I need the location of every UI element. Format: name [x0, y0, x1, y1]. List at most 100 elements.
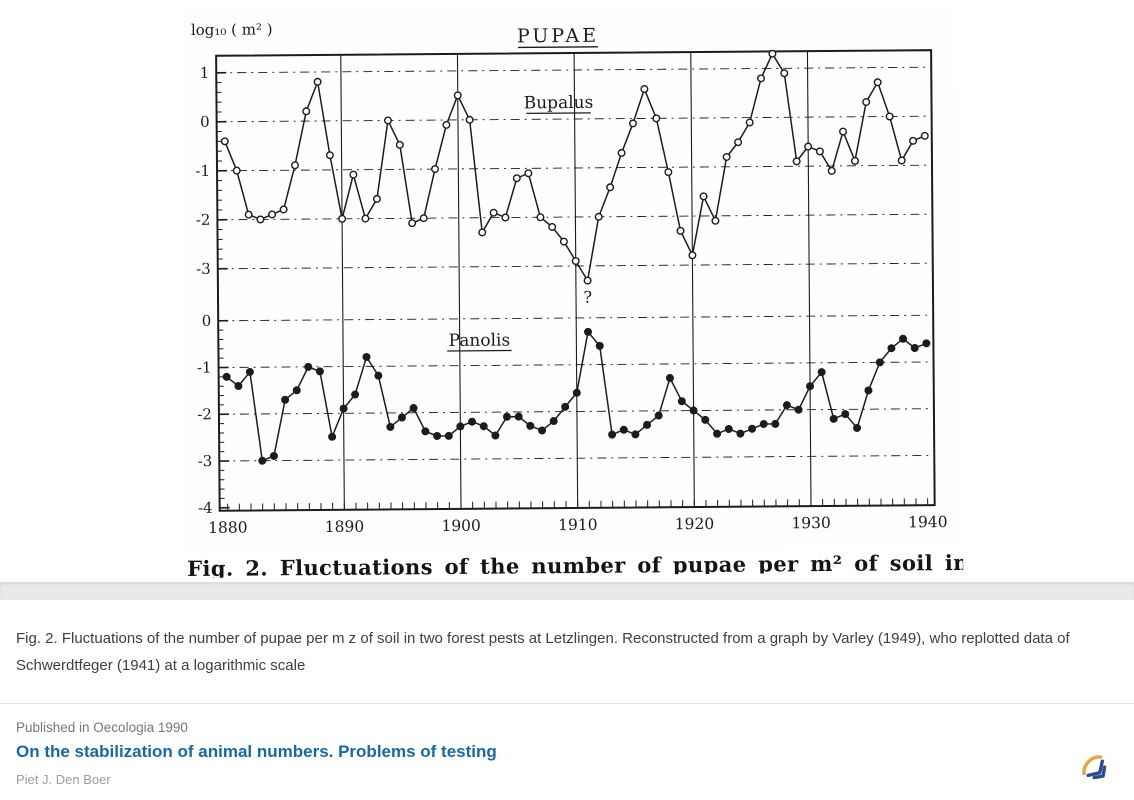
data-point: [302, 107, 311, 116]
data-point: [595, 341, 604, 350]
figure-image: 1880 1890 1900 1910 1920 1930 1940 1 0 -1 -2 -3 0 -1 -…: [180, 2, 965, 585]
y-tick-label: -2: [197, 405, 212, 423]
paper-title-link[interactable]: On the stabilization of animal numbers. …: [16, 742, 497, 761]
data-point: [502, 412, 511, 421]
data-point: [897, 156, 906, 165]
data-point: [491, 431, 500, 440]
data-point: [290, 161, 299, 170]
data-point: [864, 386, 873, 395]
paper-authors: Piet J. Den Boer: [16, 772, 111, 787]
data-point: [292, 386, 301, 395]
y-gridline: [216, 66, 932, 74]
data-point: [853, 423, 862, 432]
data-point: [887, 344, 896, 353]
data-point: [383, 116, 392, 125]
data-point: [444, 431, 453, 440]
data-point: [594, 212, 603, 221]
data-point: [920, 131, 929, 140]
figure-chart: 1880 1890 1900 1910 1920 1930 1940 1 0 -1 -2 -3 0 -1 -…: [180, 2, 961, 555]
data-point: [339, 404, 348, 413]
data-point: [652, 114, 661, 123]
data-point: [922, 339, 931, 348]
y-tick-label: 1: [200, 64, 210, 82]
data-point: [397, 413, 406, 422]
data-point: [806, 382, 815, 391]
divider: [0, 703, 1134, 704]
y-tick-label: -2: [196, 211, 211, 229]
data-point: [372, 194, 381, 203]
data-point: [571, 257, 580, 266]
y-gridline: [218, 361, 934, 368]
data-point: [757, 74, 766, 83]
data-point: [419, 214, 428, 223]
question-mark-annotation: ?: [583, 288, 592, 307]
x-gridline: [573, 52, 579, 508]
data-point: [222, 372, 231, 381]
y-axis-label: log₁₀ ( m² ): [191, 20, 273, 39]
data-point: [268, 210, 277, 219]
data-point: [794, 405, 803, 414]
data-point: [722, 152, 731, 161]
series-label: Bupalus: [524, 93, 594, 114]
published-in-text: Published in Oecologia 1990: [16, 720, 188, 735]
x-tick-label: 1890: [325, 518, 365, 536]
data-point: [619, 425, 628, 434]
data-point: [815, 147, 824, 156]
data-point: [734, 138, 743, 147]
data-point: [817, 368, 826, 377]
data-point: [909, 136, 918, 145]
data-point: [478, 228, 487, 237]
x-tick-label: 1900: [441, 517, 481, 535]
data-point: [875, 358, 884, 367]
x-gridline: [690, 52, 695, 508]
semantic-scholar-logo-icon[interactable]: [1078, 750, 1114, 788]
data-point: [771, 419, 780, 428]
x-gridline: [806, 51, 812, 507]
x-gridline: [456, 53, 462, 509]
data-point: [395, 140, 404, 149]
data-point: [745, 118, 754, 127]
data-point: [374, 371, 383, 380]
data-point: [245, 367, 254, 376]
data-point: [232, 166, 241, 175]
data-point: [768, 49, 777, 58]
data-point: [724, 424, 733, 433]
data-point: [269, 451, 278, 460]
data-point: [780, 69, 789, 78]
data-point: [664, 168, 673, 177]
data-point: [538, 426, 547, 435]
data-point: [349, 170, 358, 179]
data-point: [338, 214, 347, 223]
data-point: [583, 327, 592, 336]
series-label: Panolis: [448, 330, 510, 350]
data-point: [549, 417, 558, 426]
bupalus-series: [220, 49, 929, 285]
data-point: [665, 374, 674, 383]
data-point: [433, 431, 442, 440]
y-gridline: [218, 408, 934, 415]
x-tick-label: 1880: [208, 519, 248, 537]
data-point: [606, 183, 615, 192]
data-point: [628, 119, 637, 128]
data-point: [431, 165, 440, 174]
data-point: [885, 112, 894, 121]
data-point: [839, 127, 848, 136]
data-point: [409, 404, 418, 413]
data-point: [281, 395, 290, 404]
y-tick-label: -1: [197, 359, 212, 377]
data-point: [325, 151, 334, 160]
data-point: [501, 213, 510, 222]
figure-caption: Fig. 2. Fluctuations of the number of pu…: [16, 630, 1070, 674]
data-point: [617, 148, 626, 157]
data-point: [701, 415, 710, 424]
data-point: [512, 174, 521, 183]
data-point: [456, 422, 465, 431]
data-point: [328, 432, 337, 441]
data-point: [713, 429, 722, 438]
data-point: [640, 85, 649, 94]
data-point: [315, 367, 324, 376]
data-point: [421, 427, 430, 436]
data-point: [313, 77, 322, 86]
logo-glyph: [1082, 755, 1107, 780]
data-point: [536, 213, 545, 222]
